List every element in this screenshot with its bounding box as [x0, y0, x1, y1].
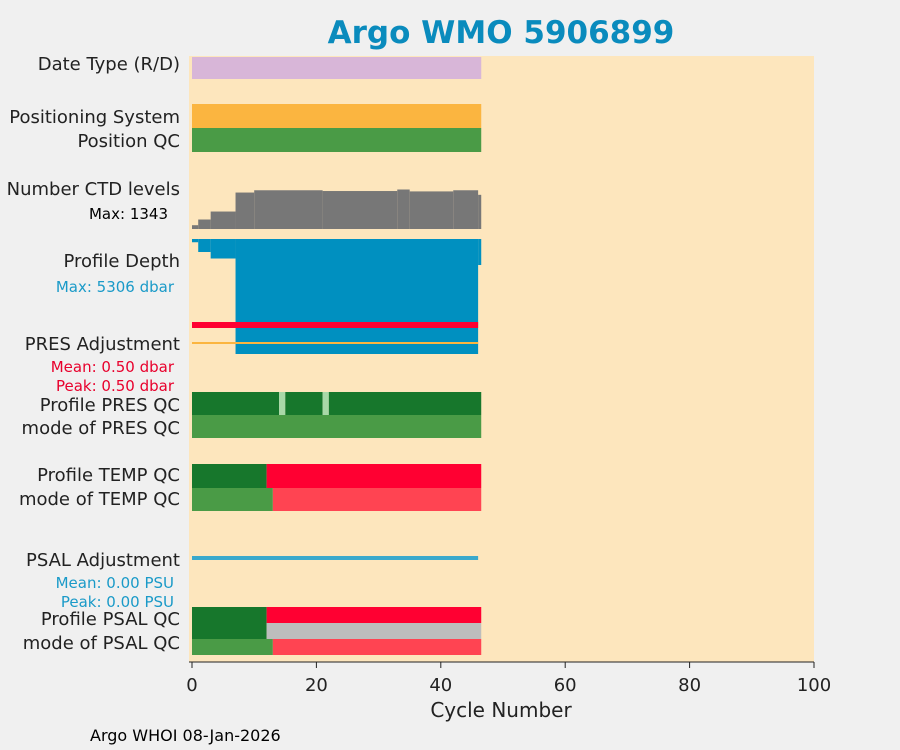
bar-profile-pres-qc-1: [279, 392, 286, 415]
x-tick-label-100: 100: [797, 675, 831, 696]
bar-profile-depth-1: [198, 239, 211, 253]
row-label-mode-pres-qc: mode of PRES QC: [22, 418, 180, 439]
bar-profile-pres-qc-3: [322, 392, 329, 415]
psal-adjustment-line: [192, 556, 479, 560]
annotation-psal-mean: Mean: 0.00 PSU: [56, 574, 174, 592]
row-label-mode-temp-qc: mode of TEMP QC: [19, 489, 180, 510]
bar-mode-psal-qc-top-1: [266, 623, 482, 639]
bar-profile-depth-0: [192, 239, 199, 243]
x-tick-label-40: 40: [429, 675, 452, 696]
bar-profile-pres-qc-4: [328, 392, 482, 415]
row-label-profile-psal-qc: Profile PSAL QC: [41, 609, 180, 630]
bar-ctd-levels-8: [453, 190, 479, 229]
bar-profile-pres-qc-2: [285, 392, 323, 415]
bar-ctd-levels-9: [478, 194, 482, 229]
x-axis-label: Cycle Number: [430, 698, 572, 722]
annotation-pres-peak: Peak: 0.50 dbar: [56, 377, 175, 395]
bar-ctd-levels-5: [322, 191, 398, 229]
bar-profile-temp-qc-0: [192, 464, 267, 488]
bar-profile-pres-qc-0: [192, 392, 280, 415]
bar-profile-depth-4: [478, 239, 482, 266]
bar-position-qc-0: [192, 128, 482, 152]
row-label-position-qc: Position QC: [77, 131, 180, 152]
bar-date-type-0: [192, 57, 482, 79]
bar-mode-temp-qc-1: [272, 488, 482, 511]
bar-mode-psal-qc-bottom-0: [192, 639, 273, 655]
annotation-pres-mean: Mean: 0.50 dbar: [51, 358, 175, 376]
row-label-number-ctd-levels: Number CTD levels: [7, 179, 180, 200]
bar-mode-temp-qc-0: [192, 488, 273, 511]
bar-ctd-levels-4: [254, 190, 323, 229]
bar-ctd-levels-7: [409, 191, 454, 229]
x-tick-label-80: 80: [678, 675, 701, 696]
bar-ctd-levels-1: [198, 219, 211, 229]
bar-ctd-levels-2: [210, 211, 236, 229]
row-label-mode-psal-qc: mode of PSAL QC: [23, 633, 180, 654]
bar-positioning-system-0: [192, 104, 482, 128]
row-labels: Date Type (R/D) Positioning System Posit…: [7, 54, 180, 654]
bar-profile-psal-qc-0: [192, 607, 267, 623]
bar-mode-psal-qc-bottom-1: [272, 639, 482, 655]
annotation-depth-max: Max: 5306 dbar: [56, 278, 175, 296]
data-bars: [192, 57, 482, 655]
annotation-psal-peak: Peak: 0.00 PSU: [61, 593, 174, 611]
bar-profile-depth-2: [210, 239, 236, 259]
x-tick-label-60: 60: [554, 675, 577, 696]
row-label-psal-adjustment: PSAL Adjustment: [26, 550, 180, 571]
pres-adjustment-peak-bar: [192, 322, 479, 328]
x-axis: 0 20 40 60 80 100: [186, 661, 831, 696]
row-label-profile-pres-qc: Profile PRES QC: [40, 395, 180, 416]
footer-credit: Argo WHOI 08-Jan-2026: [90, 726, 281, 745]
x-tick-label-20: 20: [305, 675, 328, 696]
plot-area: [189, 56, 814, 662]
pres-adjustment-mean-line: [192, 342, 479, 344]
bar-mode-psal-qc-top-0: [192, 623, 267, 639]
annotation-ctd-max: Max: 1343: [89, 205, 168, 223]
row-label-profile-temp-qc: Profile TEMP QC: [37, 465, 180, 486]
bar-mode-pres-qc-0: [192, 415, 482, 438]
row-label-profile-depth: Profile Depth: [63, 251, 180, 272]
row-label-positioning-system: Positioning System: [9, 107, 180, 128]
chart-title: Argo WMO 5906899: [328, 15, 675, 51]
row-label-pres-adjustment: PRES Adjustment: [25, 334, 180, 355]
bar-profile-temp-qc-1: [266, 464, 482, 488]
bar-ctd-levels-0: [192, 225, 199, 229]
row-label-date-type: Date Type (R/D): [38, 54, 180, 75]
bar-profile-psal-qc-1: [266, 607, 482, 623]
bar-ctd-levels-3: [235, 192, 255, 229]
x-tick-label-0: 0: [186, 675, 197, 696]
bar-ctd-levels-6: [397, 189, 410, 229]
bar-profile-depth-3: [235, 239, 479, 354]
